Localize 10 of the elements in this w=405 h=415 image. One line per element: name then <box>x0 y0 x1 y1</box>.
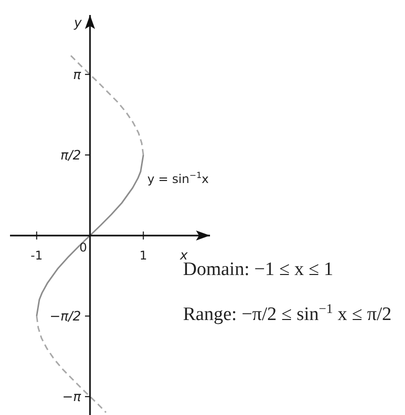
y-tick-label: π <box>73 68 82 83</box>
y-axis-title: y <box>73 16 82 31</box>
y-tick-label: π/2 <box>60 148 81 164</box>
x-tick-label: -1 <box>30 248 43 263</box>
annotation: Range: −π/2 ≤ sin$^{−1}$ x ≤ π/2 <box>183 300 392 325</box>
y-tick-label: −π/2 <box>50 310 81 325</box>
x-tick-label: 1 <box>140 248 148 263</box>
annotation: 0 <box>79 240 87 255</box>
y-tick-label: −π <box>62 390 82 406</box>
series-label: y = sin$^{−1}$x <box>147 170 209 186</box>
